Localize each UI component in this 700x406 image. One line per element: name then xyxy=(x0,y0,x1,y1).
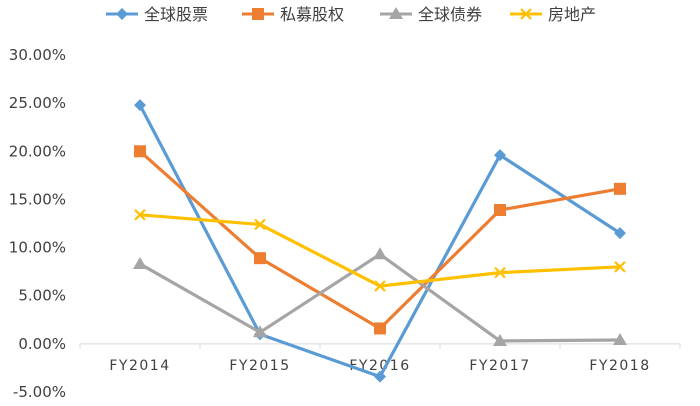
y-tick-label: 30.00% xyxy=(9,46,66,64)
data-point xyxy=(134,99,146,112)
y-tick-label: 5.00% xyxy=(18,287,66,305)
legend-item: 全球股票 xyxy=(106,5,208,24)
data-point xyxy=(613,333,627,346)
y-tick-label: 10.00% xyxy=(9,239,66,257)
data-point xyxy=(614,261,626,273)
x-axis: FY2014 FY2015 FY2016 FY2017 FY2018 xyxy=(79,343,681,374)
legend-label: 全球债券 xyxy=(418,5,482,24)
legend: 全球股票 私募股权 全球债券 房地产 xyxy=(106,5,596,24)
x-tick-label: FY2017 xyxy=(469,358,530,374)
data-point xyxy=(374,280,386,292)
y-axis: -5.00% 0.00% 5.00% 10.00% 15.00% 20.00% 25.00%… xyxy=(9,46,66,401)
legend-swatch-marker xyxy=(520,8,532,20)
data-point xyxy=(134,145,146,158)
data-point xyxy=(253,325,267,338)
series-markers xyxy=(133,99,627,383)
data-point xyxy=(614,182,626,195)
data-point xyxy=(254,252,266,265)
series-line xyxy=(138,103,622,379)
legend-item: 私募股权 xyxy=(242,5,344,24)
data-point xyxy=(373,247,387,260)
series-lines xyxy=(138,103,622,379)
y-tick-label: 15.00% xyxy=(9,190,66,208)
legend-swatch-marker xyxy=(389,7,403,19)
legend-item: 全球债券 xyxy=(380,5,482,24)
data-point xyxy=(494,266,506,279)
legend-item: 房地产 xyxy=(510,5,596,24)
data-point xyxy=(494,149,506,162)
y-tick-label: 0.00% xyxy=(18,335,66,353)
legend-label: 私募股权 xyxy=(280,5,344,24)
x-tick-label: FY2015 xyxy=(229,358,290,374)
y-tick-label: 25.00% xyxy=(9,94,66,112)
y-tick-label: -5.00% xyxy=(13,383,66,401)
data-point xyxy=(494,204,506,217)
data-point xyxy=(493,333,507,346)
legend-swatch-marker xyxy=(252,8,264,20)
data-point xyxy=(374,370,386,383)
legend-label: 全球股票 xyxy=(144,5,208,24)
data-point xyxy=(254,218,266,231)
data-point xyxy=(374,322,386,335)
legend-swatch-marker xyxy=(116,8,128,20)
data-point xyxy=(133,256,147,269)
y-tick-label: 20.00% xyxy=(9,142,66,160)
x-tick-label: FY2014 xyxy=(109,358,170,374)
data-point xyxy=(614,227,626,240)
data-point xyxy=(134,209,146,221)
x-tick-label: FY2018 xyxy=(589,358,650,374)
legend-label: 房地产 xyxy=(548,5,596,24)
